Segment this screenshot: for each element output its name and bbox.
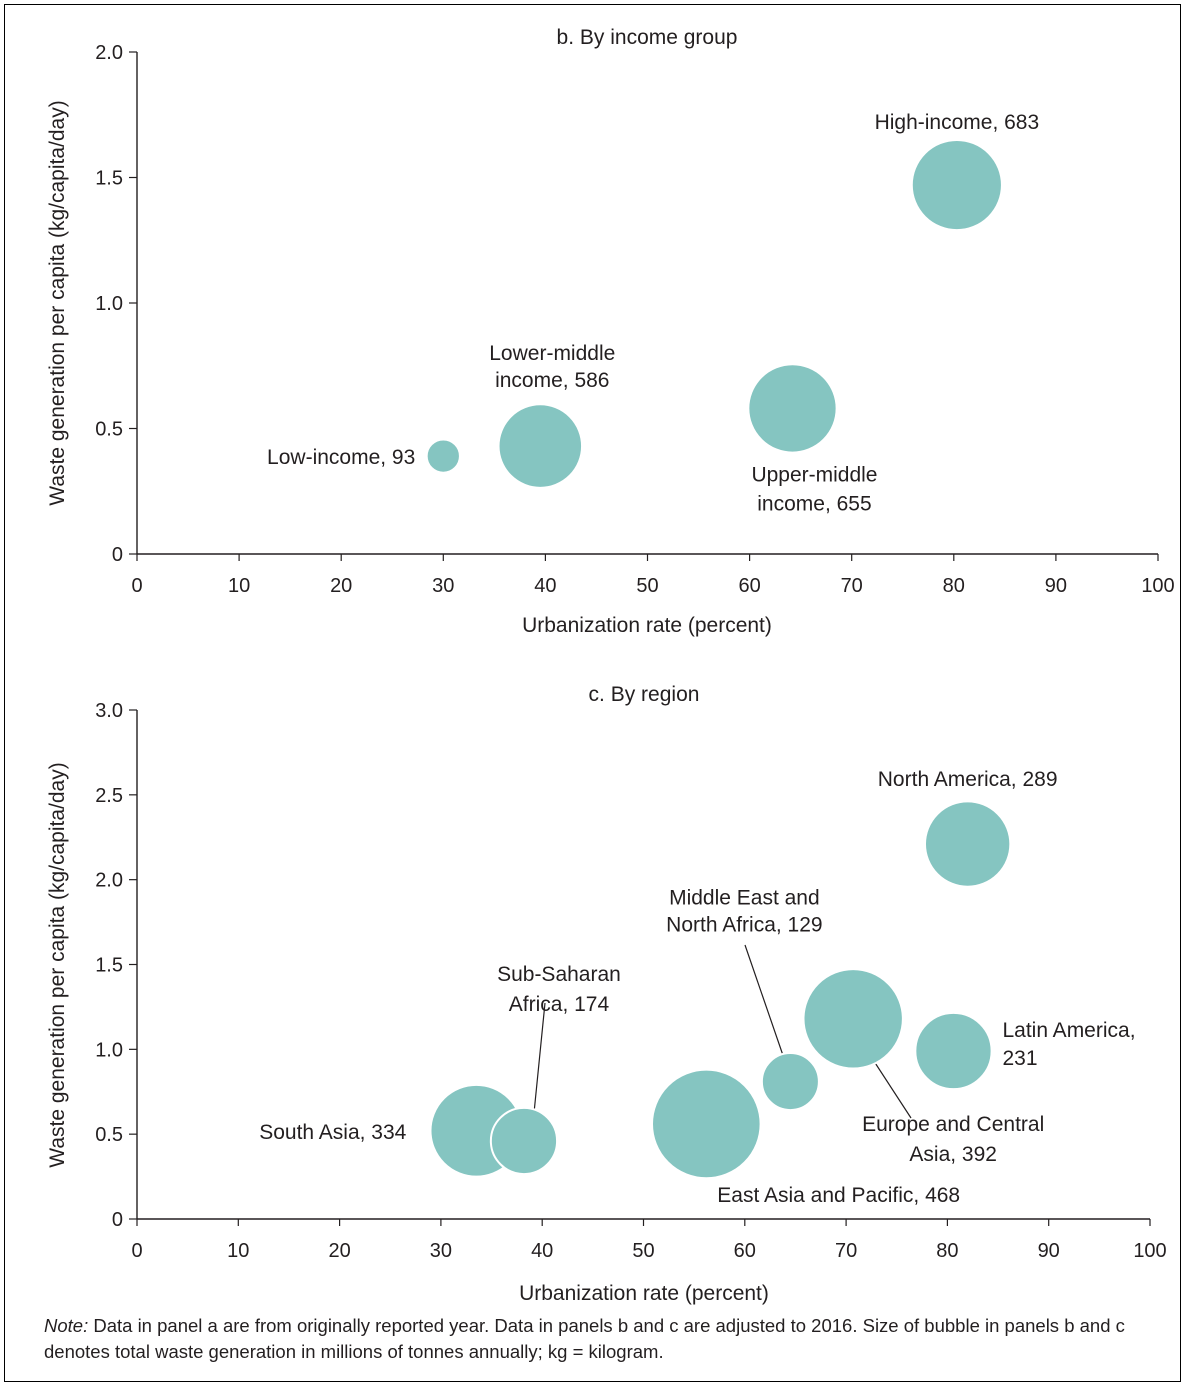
bubble-label-line: income, 655 [757, 492, 871, 515]
bubble-label-line: 231 [1002, 1047, 1037, 1070]
bubble-label: Upper-middle income, 655 [751, 463, 877, 515]
bubble [914, 1011, 993, 1091]
chart-title: c. By region [589, 683, 700, 706]
x-tick-label: 10 [227, 1240, 249, 1262]
bubble-label-line: Sub-Saharan [497, 963, 621, 986]
bubbles [429, 800, 1012, 1180]
bubble-label: Latin America, 231 [1002, 1019, 1135, 1070]
region-chart: c. By region Urbanization rate (percent)… [46, 683, 1167, 1305]
y-tick-label: 1.0 [95, 293, 123, 315]
bubbles [425, 138, 1003, 489]
x-tick-label: 70 [841, 575, 863, 597]
x-axis-label: Urbanization rate (percent) [522, 614, 772, 637]
y-tick-label: 0.5 [95, 419, 123, 441]
bubble-label-line: North Africa, 129 [666, 914, 822, 937]
note-text: Data in panel a are from originally repo… [44, 1315, 1125, 1362]
leader-line [744, 944, 788, 1068]
bubble-label-line: income, 586 [495, 369, 609, 392]
x-tick-label: 40 [534, 575, 556, 597]
bubble-label: Lower-middle income, 586 [489, 342, 615, 392]
x-tick-label: 0 [131, 1240, 142, 1262]
x-tick-label: 50 [632, 1240, 654, 1262]
x-tick-label: 100 [1141, 575, 1174, 597]
bubble-label-line: North America, 289 [878, 768, 1058, 791]
x-tick-label: 90 [1038, 1240, 1060, 1262]
x-tick-label: 30 [432, 575, 454, 597]
bubble-label-line: Asia, 392 [909, 1143, 997, 1166]
bubble-label: High-income, 683 [875, 111, 1040, 134]
bubble [497, 403, 584, 489]
y-tick-label: 0 [112, 1209, 123, 1231]
x-tick-label: 0 [131, 575, 142, 597]
figure-note: Note: Data in panel a are from originall… [44, 1313, 1174, 1365]
x-tick-label: 10 [228, 575, 250, 597]
bubble [651, 1068, 762, 1180]
x-tick-label: 60 [738, 575, 760, 597]
x-tick-label: 90 [1045, 575, 1067, 597]
bubble [923, 800, 1012, 888]
y-tick-label: 1.0 [95, 1039, 123, 1061]
bubble-label: South Asia, 334 [259, 1121, 406, 1144]
bubble [910, 138, 1003, 232]
bubble [489, 1106, 559, 1176]
bubble [425, 438, 461, 474]
bubble-label-line: Lower-middle [489, 342, 615, 365]
bubble-label-line: South Asia, 334 [259, 1121, 406, 1144]
x-tick-label: 70 [835, 1240, 857, 1262]
x-tick-label: 80 [943, 575, 965, 597]
x-tick-label: 60 [734, 1240, 756, 1262]
x-tick-label: 50 [636, 575, 658, 597]
bubble-label: North America, 289 [878, 768, 1058, 791]
x-tick-label: 30 [430, 1240, 452, 1262]
y-tick-label: 2.0 [95, 42, 123, 64]
bubble-label: East Asia and Pacific, 468 [717, 1184, 960, 1207]
figure-frame [4, 4, 1181, 1382]
x-axis-label: Urbanization rate (percent) [519, 1282, 769, 1305]
axes: 0 10 20 30 40 50 60 70 80 90 100 0 0.5 1.0 1.5 2.0 [95, 42, 1175, 597]
y-tick-label: 3.0 [95, 700, 123, 722]
y-tick-label: 1.5 [95, 955, 123, 977]
income-group-chart: b. By income group Urbanization rate (pe… [46, 26, 1175, 637]
bubble-label-line: High-income, 683 [875, 111, 1040, 134]
bubble-label: Middle East and North Africa, 129 [666, 887, 822, 937]
bubble-label-line: Low-income, 93 [267, 446, 415, 469]
bubble-labels: Low-income, 93 Lower-middle income, 586 Upp… [267, 111, 1039, 515]
y-axis-label: Waste generation per capita (kg/capita/d… [46, 100, 69, 505]
y-axis-label: Waste generation per capita (kg/capita/d… [46, 762, 69, 1167]
bubble-label: Sub-Saharan Africa, 174 [497, 963, 621, 1016]
bubble-label-line: Europe and Central [862, 1113, 1044, 1136]
bubble-label-line: East Asia and Pacific, 468 [717, 1184, 960, 1207]
x-tick-label: 20 [328, 1240, 350, 1262]
bubble-label-line: Africa, 174 [509, 993, 610, 1016]
note-label: Note: [44, 1315, 89, 1336]
x-tick-label: 100 [1133, 1240, 1166, 1262]
chart-title: b. By income group [557, 26, 738, 49]
y-tick-label: 0 [112, 544, 123, 566]
bubble [760, 1052, 820, 1112]
bubble [747, 363, 838, 454]
bubble-label: Europe and Central Asia, 392 [862, 1113, 1044, 1166]
x-tick-label: 80 [936, 1240, 958, 1262]
bubble-label-line: Latin America, [1002, 1019, 1135, 1042]
x-tick-label: 40 [531, 1240, 553, 1262]
x-tick-label: 20 [330, 575, 352, 597]
bubble-label-line: Upper-middle [751, 463, 877, 486]
bubble-label-line: Middle East and [669, 887, 820, 910]
y-tick-label: 1.5 [95, 168, 123, 190]
bubble-labels: South Asia, 334 Sub-Saharan Africa, 174 Eas… [259, 768, 1135, 1207]
axes: 0 10 20 30 40 50 60 70 80 90 100 0 0.5 1.0 1.5 2.0 2.5 3.… [95, 700, 1167, 1262]
y-tick-label: 2.5 [95, 785, 123, 807]
y-tick-label: 2.0 [95, 870, 123, 892]
y-tick-label: 0.5 [95, 1124, 123, 1146]
bubble-label: Low-income, 93 [267, 446, 415, 469]
bubble [802, 968, 904, 1070]
